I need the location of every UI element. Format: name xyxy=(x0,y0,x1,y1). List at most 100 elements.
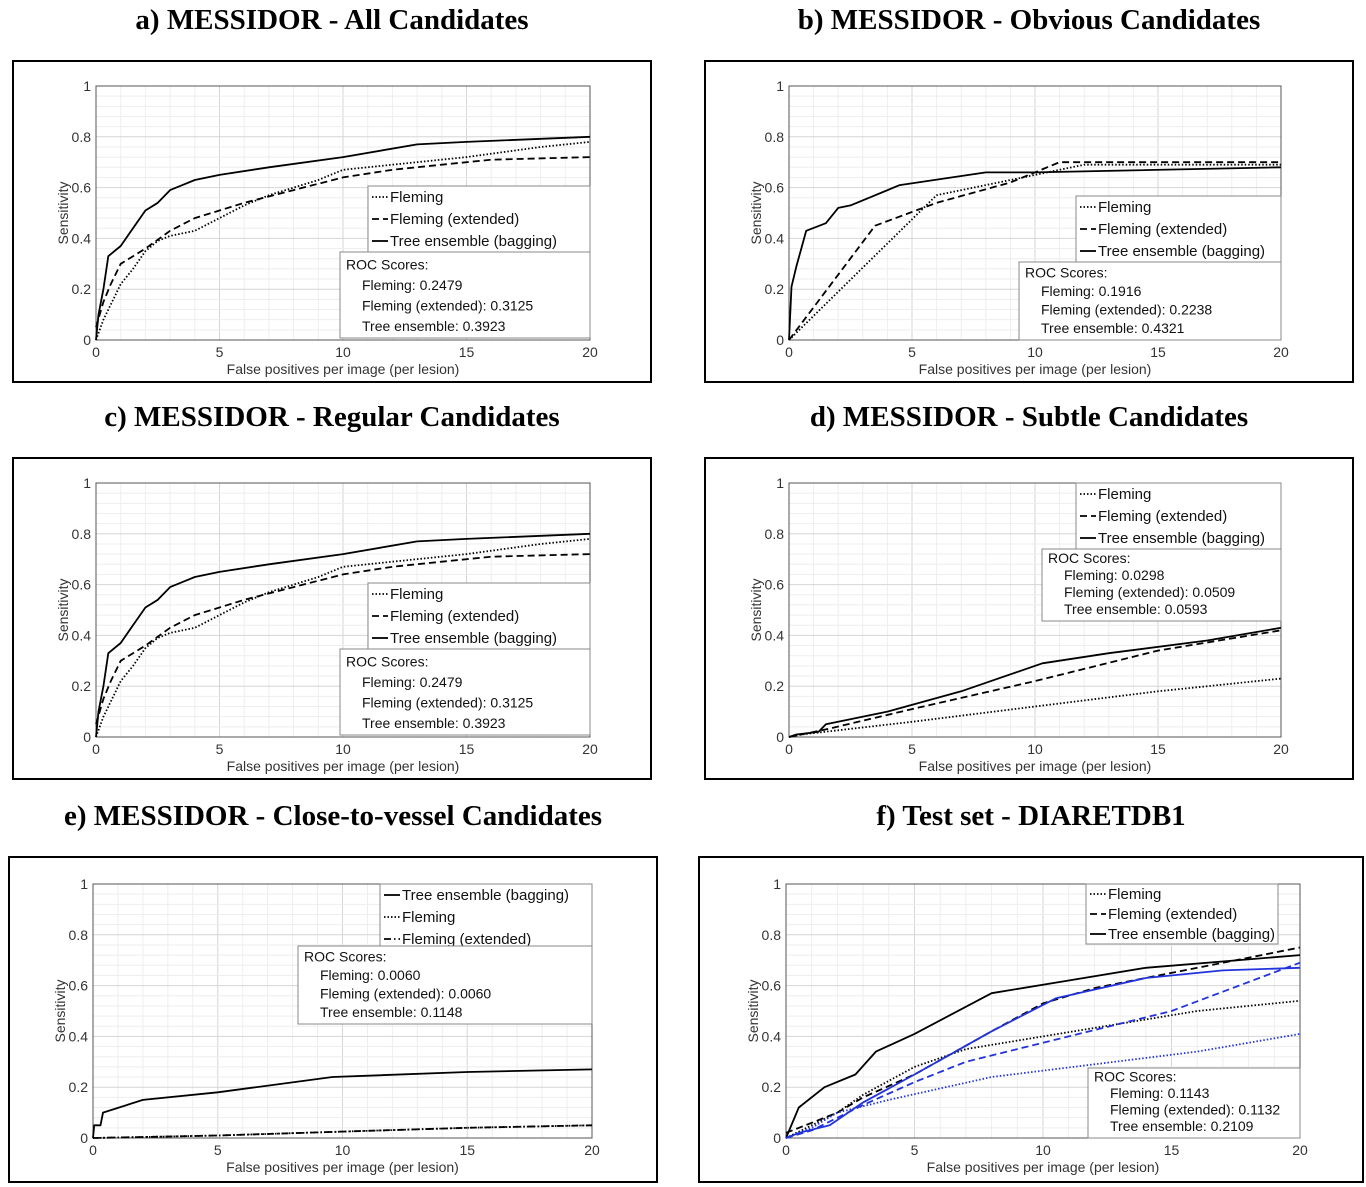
y-axis-label: Sensitivity xyxy=(55,578,71,641)
x-tick-label: 15 xyxy=(1150,741,1166,757)
y-tick-label: 0.2 xyxy=(765,678,785,694)
y-axis-label: Sensitivity xyxy=(55,181,71,244)
legend-entry: Fleming xyxy=(1098,199,1151,216)
y-tick-label: 0.6 xyxy=(72,577,92,593)
y-tick-label: 0.4 xyxy=(762,1028,782,1044)
x-tick-label: 0 xyxy=(782,1142,790,1158)
roc-scores: ROC Scores: Fleming: 0.1916 Fleming (exten… xyxy=(1018,261,1282,341)
x-axis-label: False positives per image (per lesion) xyxy=(227,361,460,377)
y-tick-label: 0.8 xyxy=(765,129,785,145)
roc-score-line: Fleming: 0.2479 xyxy=(362,277,463,293)
x-tick-label: 20 xyxy=(1292,1142,1308,1158)
axes-box xyxy=(785,883,1301,1139)
roc-scores-box xyxy=(339,251,591,339)
roc-scores-heading: ROC Scores: xyxy=(1025,265,1107,281)
roc-score-line: Tree ensemble: 0.4321 xyxy=(1041,320,1185,336)
series-line-0 xyxy=(92,1068,593,1139)
x-tick-label: 20 xyxy=(1273,344,1289,360)
y-tick-label: 1 xyxy=(776,475,784,491)
y-tick-label: 0.6 xyxy=(72,180,92,196)
series-line-1 xyxy=(95,553,591,725)
legend-entry: Tree ensemble (bagging) xyxy=(390,233,557,250)
x-tick-label: 15 xyxy=(459,1142,475,1158)
y-tick-label: 0.4 xyxy=(72,627,92,643)
series-line-1 xyxy=(95,156,591,328)
chart-panel-c: 0 5 10 15 20 0 0.2 0.4 0.6 0.8 1 False positives pe… xyxy=(12,457,652,780)
x-tick-label: 10 xyxy=(1027,344,1043,360)
x-axis-label: False positives per image (per lesion) xyxy=(919,361,1152,377)
x-tick-label: 10 xyxy=(335,741,351,757)
roc-scores-box xyxy=(297,945,593,1025)
y-tick-label: 0.6 xyxy=(765,577,785,593)
y-axis-label: Sensitivity xyxy=(748,578,764,641)
chart-panel-f: 0 5 10 15 20 0 0.2 0.4 0.6 0.8 1 False positives pe… xyxy=(698,856,1364,1183)
chart-title-b: b) MESSIDOR - Obvious Candidates xyxy=(797,4,1261,36)
legend: Fleming Fleming (extended) Tree ensemble (… xyxy=(367,582,591,650)
y-axis-label: Sensitivity xyxy=(748,181,764,244)
x-tick-label: 15 xyxy=(459,741,475,757)
legend: Fleming Fleming (extended) Tree ensemble (… xyxy=(1085,883,1279,945)
chart-title-a: a) MESSIDOR - All Candidates xyxy=(135,4,529,36)
x-tick-label: 5 xyxy=(216,344,224,360)
legend-entry: Fleming (extended) xyxy=(390,608,519,625)
y-tick-label: 0.4 xyxy=(72,230,92,246)
x-tick-label: 20 xyxy=(582,741,598,757)
y-tick-label: 0.6 xyxy=(69,978,89,994)
y-tick-label: 0.2 xyxy=(762,1079,782,1095)
x-tick-label: 0 xyxy=(89,1142,97,1158)
y-tick-label: 0.8 xyxy=(762,927,782,943)
legend-entry: Fleming (extended) xyxy=(390,211,519,228)
roc-score-line: Fleming (extended): 0.0509 xyxy=(1064,584,1235,600)
legend: Fleming Fleming (extended) Tree ensemble (… xyxy=(367,185,591,253)
legend-entry: Tree ensemble (bagging) xyxy=(1108,926,1275,943)
y-tick-label: 0 xyxy=(83,332,91,348)
y-tick-label: 0 xyxy=(776,729,784,745)
roc-score-line: Fleming: 0.0298 xyxy=(1064,567,1165,583)
roc-score-line: Fleming: 0.1916 xyxy=(1041,283,1142,299)
legend-entry: Fleming (extended) xyxy=(1098,221,1227,238)
x-tick-label: 5 xyxy=(908,741,916,757)
roc-score-line: Tree ensemble: 0.3923 xyxy=(362,318,506,334)
legend-entry: Fleming (extended) xyxy=(1108,906,1237,923)
x-tick-label: 5 xyxy=(216,741,224,757)
chart-panel-a: 0 5 10 15 20 0 0.2 0.4 0.6 0.8 1 False positives pe… xyxy=(12,60,652,383)
legend: Fleming Fleming (extended) Tree ensemble (… xyxy=(1075,195,1282,263)
x-tick-label: 0 xyxy=(92,344,100,360)
y-tick-label: 0 xyxy=(773,1130,781,1146)
chart-c-svg: 0 5 10 15 20 0 0.2 0.4 0.6 0.8 1 False positives pe… xyxy=(55,475,598,774)
series-line-5 xyxy=(785,1033,1301,1139)
chart-title-f: f) Test set - DIARETDB1 xyxy=(876,800,1186,832)
y-tick-label: 0.8 xyxy=(69,927,89,943)
chart-title-c: c) MESSIDOR - Regular Candidates xyxy=(104,401,560,433)
y-tick-label: 0.2 xyxy=(72,281,92,297)
chart-d-svg: 0 5 10 15 20 0 0.2 0.4 0.6 0.8 1 False positives pe… xyxy=(748,475,1289,774)
roc-scores-heading: ROC Scores: xyxy=(346,257,428,273)
series-line-2 xyxy=(788,626,1282,738)
legend-entry: Fleming xyxy=(1108,886,1161,903)
roc-score-line: Tree ensemble: 0.0593 xyxy=(1064,601,1208,617)
x-axis-label: False positives per image (per lesion) xyxy=(226,1159,459,1175)
y-tick-label: 1 xyxy=(773,876,781,892)
legend-box xyxy=(367,185,591,253)
y-tick-label: 0.8 xyxy=(765,526,785,542)
x-tick-label: 0 xyxy=(785,741,793,757)
y-axis-label: Sensitivity xyxy=(745,979,761,1042)
roc-score-line: Fleming (extended): 0.2238 xyxy=(1041,302,1212,318)
roc-scores-heading: ROC Scores: xyxy=(1048,550,1130,566)
x-tick-label: 15 xyxy=(459,344,475,360)
x-axis-label: False positives per image (per lesion) xyxy=(919,758,1152,774)
y-tick-label: 0 xyxy=(80,1130,88,1146)
series-line-2 xyxy=(95,135,591,341)
roc-score-line: Tree ensemble: 0.1148 xyxy=(320,1004,463,1020)
series-line-2 xyxy=(785,954,1301,1139)
roc-scores-box xyxy=(339,648,591,736)
y-axis-label: Sensitivity xyxy=(52,979,68,1042)
legend-box xyxy=(1085,883,1279,945)
x-tick-label: 10 xyxy=(1027,741,1043,757)
legend-entry: Fleming xyxy=(390,586,443,603)
y-tick-label: 0.6 xyxy=(765,180,785,196)
x-tick-label: 0 xyxy=(785,344,793,360)
roc-score-line: Fleming (extended): 0.3125 xyxy=(362,298,533,314)
roc-scores-box xyxy=(1087,1067,1301,1139)
series-line-0 xyxy=(788,163,1281,341)
